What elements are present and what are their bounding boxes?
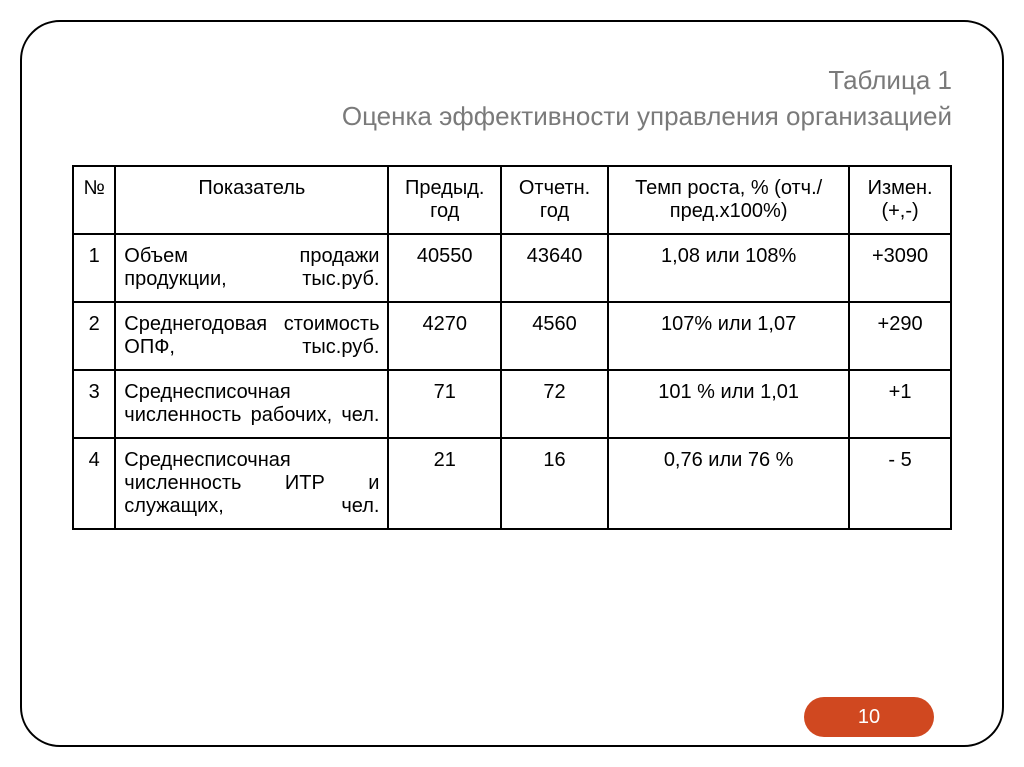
cell-growth: 101 % или 1,01 [608, 370, 849, 438]
cell-num: 4 [73, 438, 115, 529]
cell-change: +290 [849, 302, 951, 370]
title-block: Таблица 1 Оценка эффективности управлени… [72, 62, 952, 135]
cell-change: +3090 [849, 234, 951, 302]
cell-change: +1 [849, 370, 951, 438]
header-num: № [73, 166, 115, 234]
cell-indicator: Объем продажи продукции, тыс.руб. [115, 234, 388, 302]
cell-indicator: Среднесписочная численность ИТР и служащ… [115, 438, 388, 529]
table-body: 1 Объем продажи продукции, тыс.руб. 4055… [73, 234, 951, 529]
cell-prev: 40550 [388, 234, 500, 302]
cell-num: 3 [73, 370, 115, 438]
header-change: Измен. (+,-) [849, 166, 951, 234]
cell-prev: 71 [388, 370, 500, 438]
cell-report: 16 [501, 438, 608, 529]
cell-growth: 107% или 1,07 [608, 302, 849, 370]
table-header-row: № Показатель Предыд. год Отчетн. год Тем… [73, 166, 951, 234]
table-row: 4 Среднесписочная численность ИТР и служ… [73, 438, 951, 529]
cell-growth: 1,08 или 108% [608, 234, 849, 302]
table-row: 1 Объем продажи продукции, тыс.руб. 4055… [73, 234, 951, 302]
header-growth: Темп роста, % (отч./пред.х100%) [608, 166, 849, 234]
cell-report: 43640 [501, 234, 608, 302]
cell-num: 2 [73, 302, 115, 370]
cell-prev: 21 [388, 438, 500, 529]
page-number: 10 [858, 706, 880, 729]
cell-growth: 0,76 или 76 % [608, 438, 849, 529]
data-table: № Показатель Предыд. год Отчетн. год Тем… [72, 165, 952, 530]
title-line-2: Оценка эффективности управления организа… [72, 98, 952, 134]
header-indicator: Показатель [115, 166, 388, 234]
table-row: 3 Среднесписочная численность рабочих, ч… [73, 370, 951, 438]
header-prev: Предыд. год [388, 166, 500, 234]
title-line-1: Таблица 1 [72, 62, 952, 98]
page-number-badge: 10 [804, 697, 934, 737]
cell-indicator: Среднегодовая стоимость ОПФ, тыс.руб. [115, 302, 388, 370]
cell-num: 1 [73, 234, 115, 302]
cell-report: 72 [501, 370, 608, 438]
cell-change: - 5 [849, 438, 951, 529]
cell-prev: 4270 [388, 302, 500, 370]
slide-frame: Таблица 1 Оценка эффективности управлени… [20, 20, 1004, 747]
header-report: Отчетн. год [501, 166, 608, 234]
cell-report: 4560 [501, 302, 608, 370]
cell-indicator: Среднесписочная численность рабочих, чел… [115, 370, 388, 438]
table-row: 2 Среднегодовая стоимость ОПФ, тыс.руб. … [73, 302, 951, 370]
